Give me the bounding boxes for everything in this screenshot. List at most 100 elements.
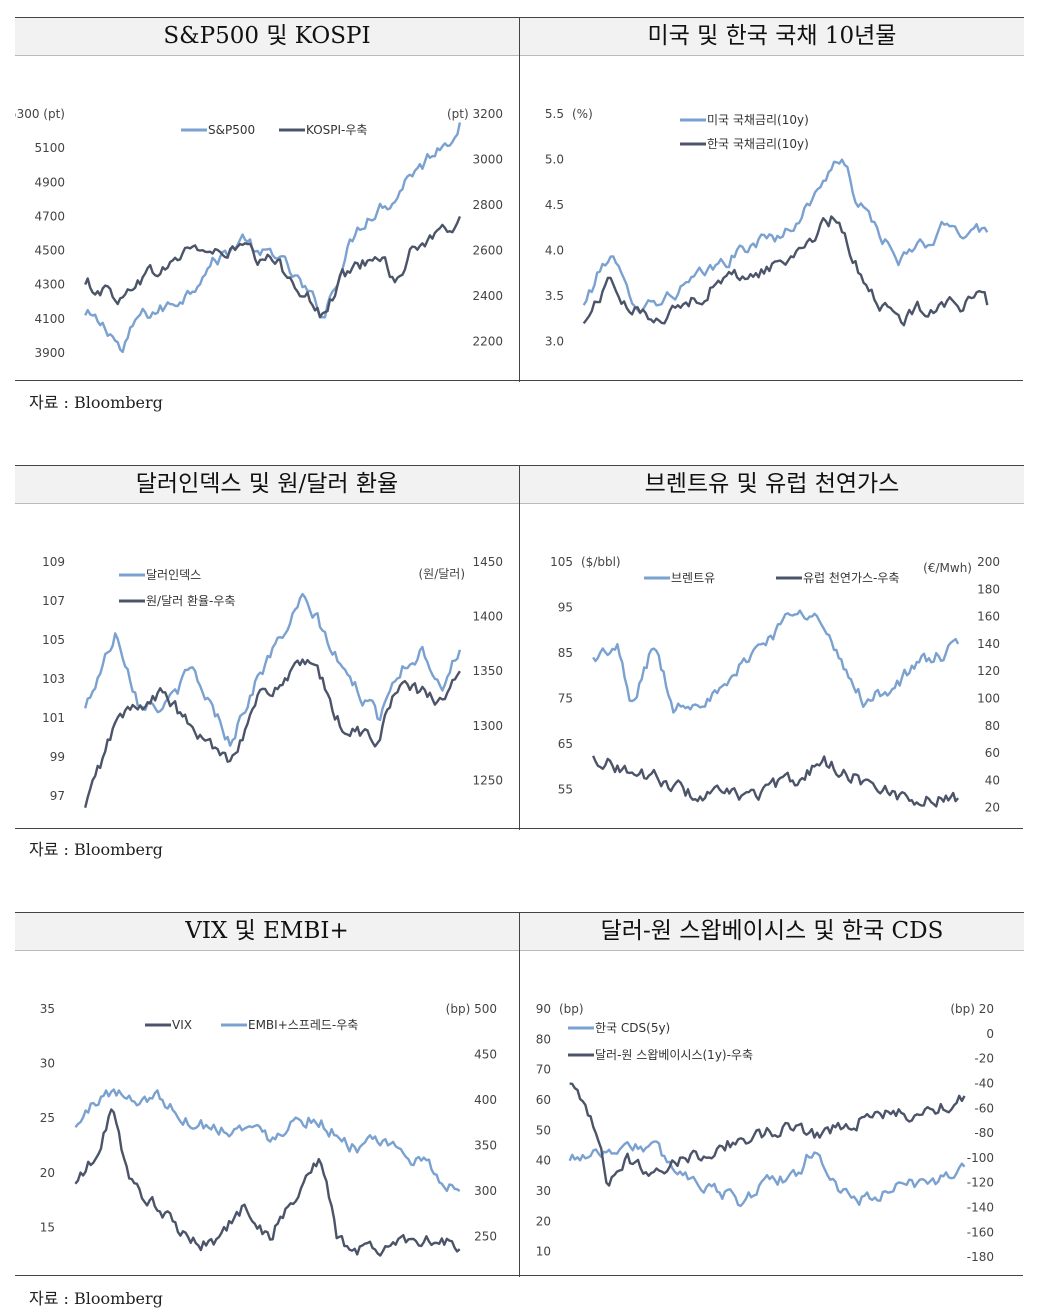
y-tick-left: 3.5 <box>545 289 564 303</box>
y-tick-right: (pt) 3200 <box>447 107 503 121</box>
legend-label: KOSPI-우축 <box>306 123 367 137</box>
y-tick-right: 1200 <box>472 828 503 830</box>
y-unit-left: ($/bbl) <box>581 555 621 569</box>
chart-title: 달러인덱스 및 원/달러 환율 <box>15 465 519 504</box>
legend-label: VIX <box>172 1018 192 1032</box>
y-tick-right: 2800 <box>472 198 503 212</box>
y-tick-right: (bp) 500 <box>446 1002 497 1016</box>
y-tick-left: 95 <box>558 601 573 615</box>
y-tick-left: 90 <box>536 1002 551 1016</box>
source-label: 자료 : Bloomberg <box>29 840 163 859</box>
y-tick-left: 5300 (pt) <box>15 107 65 121</box>
y-tick-left: 75 <box>558 692 573 706</box>
y-tick-left: 4900 <box>34 175 65 189</box>
series-line <box>582 215 989 327</box>
source-label: 자료 : Bloomberg <box>29 1289 163 1308</box>
legend-label: 달러인덱스 <box>146 568 201 582</box>
y-tick-left: 4100 <box>34 312 65 326</box>
y-tick-right: 100 <box>977 692 1000 706</box>
y-tick-right: (bp) 20 <box>950 1002 994 1016</box>
legend-label: S&P500 <box>208 123 255 137</box>
chart-panel-spx: S&P500 및 KOSPI 3700 3900 4100 4300 4500 4700 4… <box>15 17 519 382</box>
y-tick-right: 80 <box>985 719 1000 733</box>
y-tick-left: 103 <box>42 672 65 686</box>
y-tick-right: -180 <box>967 1250 994 1264</box>
y-unit-left: (%) <box>572 107 593 121</box>
series-line <box>84 122 462 354</box>
y-tick-left: 4.5 <box>545 198 564 212</box>
y-tick-right: 0 <box>992 828 1000 830</box>
y-tick-left: 0 <box>543 1275 551 1277</box>
source-label: 자료 : Bloomberg <box>29 393 163 412</box>
y-tick-right: 1350 <box>472 664 503 678</box>
y-tick-right: 350 <box>474 1139 497 1153</box>
chart-title: 달러-원 스왑베이시스 및 한국 CDS <box>520 912 1024 951</box>
y-tick-left: 20 <box>40 1166 55 1180</box>
series-line <box>74 1088 461 1193</box>
chart-panel-oil: 브렌트유 및 유럽 천연가스 45 55 65 75 85 95 105 ($/bbl) 0 20… <box>519 465 1024 830</box>
series-line <box>592 755 960 808</box>
legend-label: 달러-원 스왑베이시스(1y)-우축 <box>595 1048 753 1062</box>
y-tick-right: 20 <box>985 801 1000 815</box>
y-tick-right: 160 <box>977 610 1000 624</box>
row-divider <box>15 1275 1023 1276</box>
y-tick-right: -60 <box>974 1101 994 1115</box>
series-line <box>84 658 461 808</box>
chart-panel-vix: VIX 및 EMBI+ 10 15 20 25 30 35 200 250 300 350 400 4… <box>15 912 519 1277</box>
y-tick-right: -200 <box>967 1275 994 1277</box>
y-tick-left: 97 <box>50 789 65 803</box>
y-tick-left: 5.0 <box>545 153 564 167</box>
series-line <box>84 592 462 747</box>
y-tick-left: 4300 <box>34 278 65 292</box>
y-tick-left: 65 <box>558 737 573 751</box>
y-tick-left: 10 <box>536 1245 551 1259</box>
y-tick-right: 120 <box>977 664 1000 678</box>
chart-title: VIX 및 EMBI+ <box>15 912 519 951</box>
series-line <box>84 215 462 319</box>
y-tick-left: 107 <box>42 594 65 608</box>
y-tick-left: 105 <box>550 555 573 569</box>
y-tick-left: 35 <box>40 1002 55 1016</box>
chart-panel-bond: 미국 및 한국 국채 10년물 2.5 3.0 3.5 4.0 4.5 5.0 5.5 (%)… <box>519 17 1024 382</box>
y-tick-left: 4.0 <box>545 244 564 258</box>
y-tick-right: 250 <box>474 1230 497 1244</box>
y-tick-left: 3700 <box>34 380 65 382</box>
legend-label: 브렌트유 <box>671 571 715 585</box>
y-tick-right: 1400 <box>472 610 503 624</box>
y-tick-left: 5.5 <box>545 107 564 121</box>
chart-title: 미국 및 한국 국채 10년물 <box>520 17 1024 56</box>
y-tick-left: 40 <box>536 1154 551 1168</box>
legend-label: 원/달러 환율-우축 <box>146 594 235 608</box>
y-tick-left: 85 <box>558 646 573 660</box>
y-tick-left: 45 <box>558 828 573 830</box>
y-tick-left: 30 <box>536 1184 551 1198</box>
y-tick-right: -20 <box>974 1052 994 1066</box>
y-tick-right: -80 <box>974 1126 994 1140</box>
chart-title: 브렌트유 및 유럽 천연가스 <box>520 465 1024 504</box>
y-tick-right: 1300 <box>472 719 503 733</box>
y-tick-left: 99 <box>50 750 65 764</box>
y-unit-left: (bp) <box>559 1002 584 1016</box>
y-tick-left: 105 <box>42 633 65 647</box>
y-tick-right: 3000 <box>472 153 503 167</box>
y-tick-left: 70 <box>536 1063 551 1077</box>
y-tick-left: 4500 <box>34 244 65 258</box>
y-tick-right: 0 <box>986 1027 994 1041</box>
chart-vix: 101520253035200250300350400450(bp) 500Fe… <box>40 1002 497 1277</box>
y-tick-left: 60 <box>536 1093 551 1107</box>
y-unit-right: (원/달러) <box>418 567 465 581</box>
y-tick-right: 60 <box>985 746 1000 760</box>
y-tick-right: 300 <box>474 1184 497 1198</box>
y-tick-left: 101 <box>42 711 65 725</box>
chart-panel-cds: 달러-원 스왑베이시스 및 한국 CDS 0 10 20 30 40 50 60 70 80 90… <box>519 912 1024 1277</box>
chart-panel-dxy: 달러인덱스 및 원/달러 환율 95 97 99 101 103 105 107 109 120… <box>15 465 519 830</box>
row-divider <box>15 828 1023 829</box>
chart-cds: 0102030405060708090(bp)-200-180-160-140-… <box>536 1002 994 1277</box>
y-tick-left: 109 <box>42 555 65 569</box>
legend-label: 미국 국채금리(10y) <box>707 113 809 127</box>
y-tick-left: 15 <box>40 1220 55 1234</box>
y-tick-right: 200 <box>977 555 1000 569</box>
y-tick-left: 3.0 <box>545 335 564 349</box>
chart-title: S&P500 및 KOSPI <box>15 17 519 56</box>
row-divider <box>15 380 1023 381</box>
